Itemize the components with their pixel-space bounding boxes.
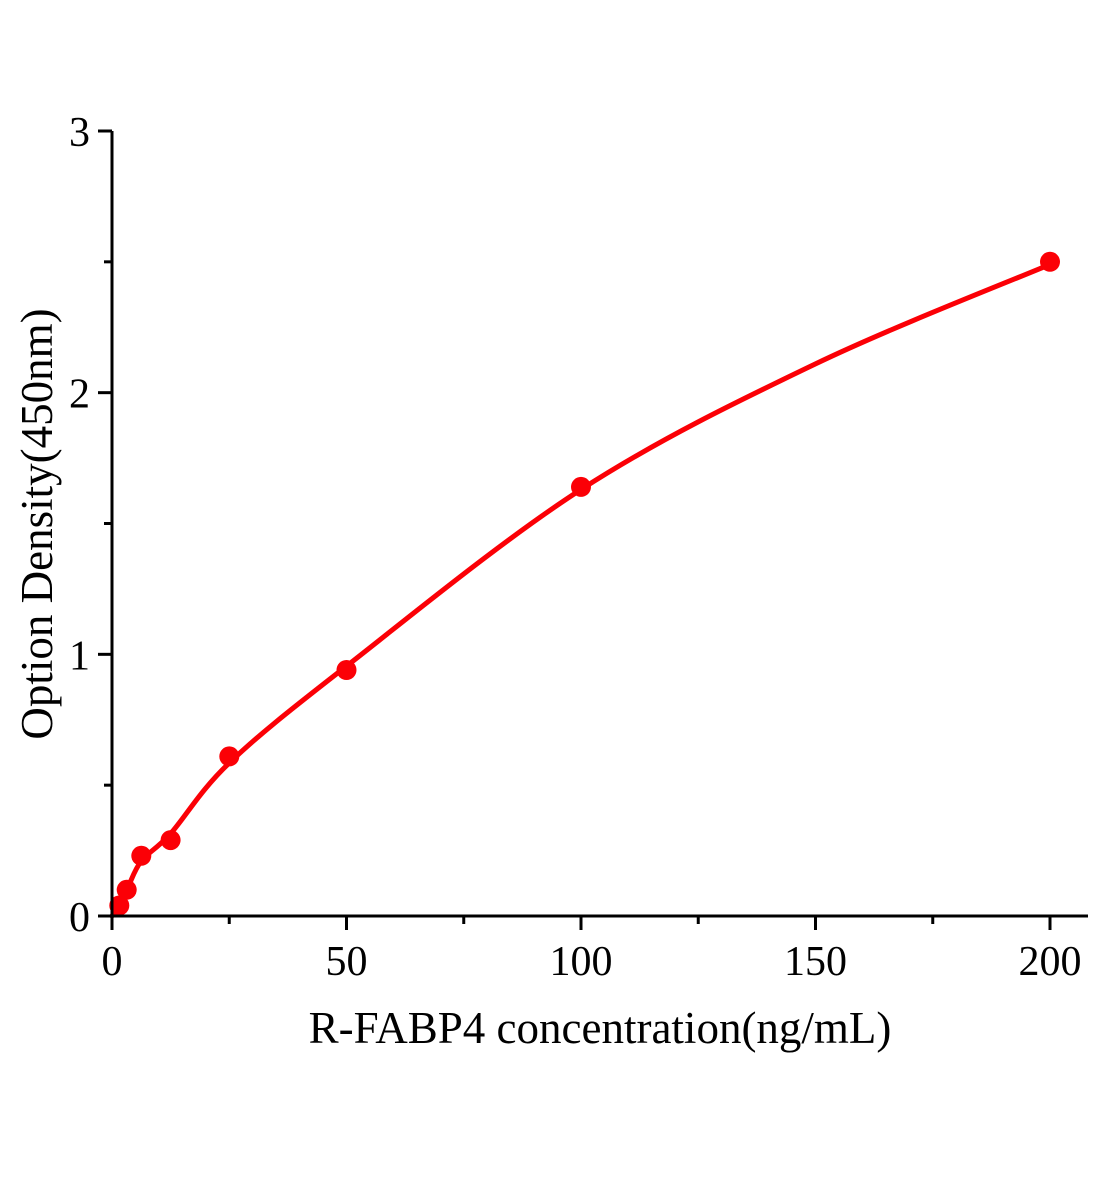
x-tick-label: 150 xyxy=(784,939,847,985)
y-tick-label: 3 xyxy=(69,110,90,156)
x-tick-label: 0 xyxy=(102,939,123,985)
fit-curve-layer xyxy=(109,261,1053,919)
x-tick-label: 200 xyxy=(1019,939,1082,985)
data-point xyxy=(160,830,181,851)
x-tick-label: 50 xyxy=(326,939,368,985)
data-point xyxy=(219,746,240,767)
data-point xyxy=(336,660,357,680)
data-point xyxy=(1040,251,1060,272)
y-tick-label: 0 xyxy=(69,895,90,941)
data-points-layer xyxy=(109,251,1060,916)
y-tick-label: 2 xyxy=(69,372,90,418)
data-point xyxy=(131,845,152,866)
x-axis-title: R-FABP4 concentration(ng/mL) xyxy=(309,1003,892,1053)
data-point xyxy=(109,895,130,916)
data-point xyxy=(116,879,137,900)
axes-layer: 0 50 100 150 200 0 1 2 3 xyxy=(69,110,1088,985)
data-point xyxy=(571,476,591,497)
x-tick-label: 100 xyxy=(550,939,613,985)
fit-curve xyxy=(109,261,1053,919)
y-tick-label: 1 xyxy=(69,633,90,679)
y-axis-title: Option Density(450nm) xyxy=(12,308,62,739)
